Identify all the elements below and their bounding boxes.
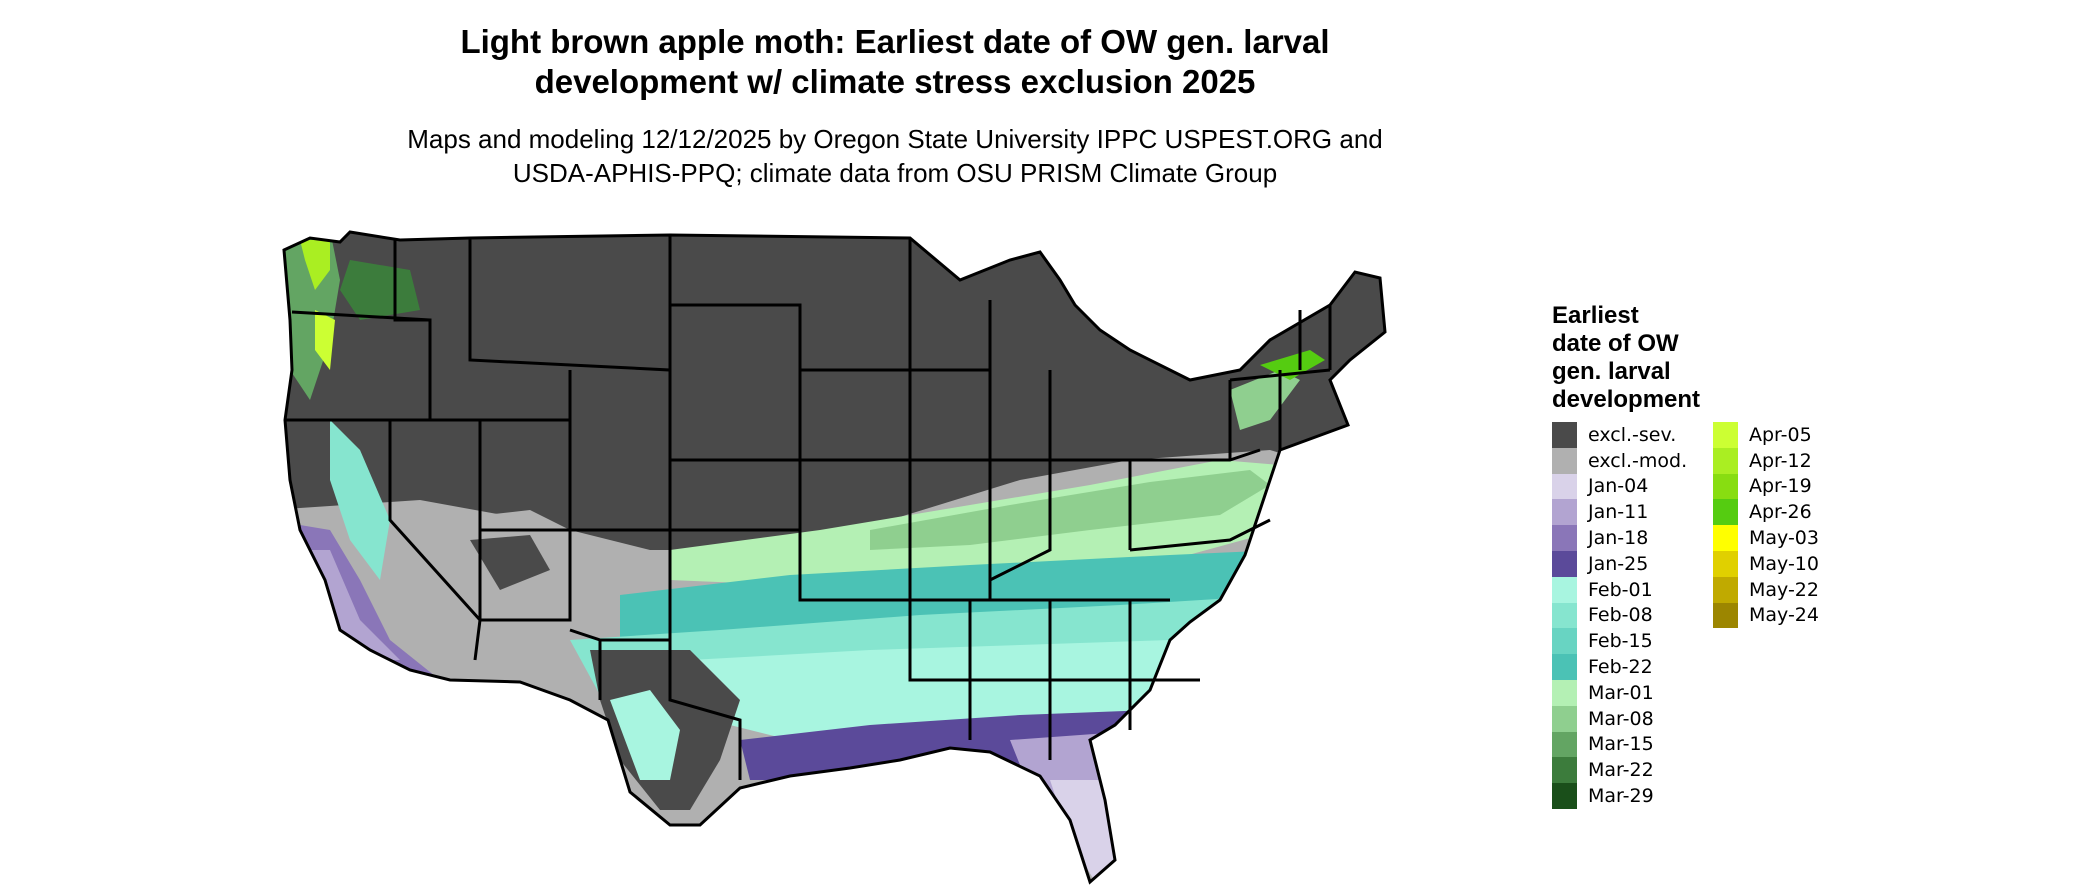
map-fill	[284, 232, 1385, 882]
legend-column-2: Apr-05 Apr-12 Apr-19 Apr-26 May-03 May-10 May-…	[1713, 422, 1819, 629]
legend-label: excl.-sev.	[1588, 423, 1677, 446]
us-map	[282, 230, 1387, 885]
legend-swatch	[1552, 473, 1577, 500]
legend-swatch	[1552, 731, 1577, 758]
legend-item: May-24	[1713, 602, 1819, 629]
legend-label: Jan-04	[1588, 475, 1649, 498]
legend-column-1: excl.-sev. excl.-mod. Jan-04 Jan-11 Jan-18 Ja…	[1552, 422, 1687, 809]
legend-label: Apr-12	[1749, 449, 1812, 472]
legend-label: Mar-29	[1588, 785, 1654, 808]
legend-item: Mar-29	[1552, 783, 1687, 809]
legend-label: Mar-08	[1588, 707, 1654, 730]
legend-swatch	[1552, 654, 1577, 680]
legend-swatch	[1552, 499, 1577, 526]
legend-item: May-22	[1713, 576, 1819, 603]
legend-item: excl.-sev.	[1552, 422, 1687, 448]
legend-label: May-24	[1749, 604, 1819, 627]
legend-item: Jan-11	[1552, 499, 1687, 526]
legend-swatch	[1713, 422, 1738, 448]
legend-swatch	[1552, 757, 1577, 784]
legend-item: Apr-12	[1713, 447, 1819, 474]
legend-label: May-03	[1749, 527, 1819, 550]
legend-label: Jan-18	[1588, 527, 1649, 550]
legend-item: Jan-04	[1552, 473, 1687, 500]
legend-title-line: date of OW	[1552, 330, 1679, 357]
legend-label: Mar-15	[1588, 733, 1654, 756]
subtitle-line-1: Maps and modeling 12/12/2025 by Oregon S…	[407, 124, 1383, 154]
legend-item: Jan-25	[1552, 550, 1687, 577]
legend-item: Mar-08	[1552, 705, 1687, 732]
legend-swatch	[1552, 550, 1577, 577]
legend-item: Apr-19	[1713, 473, 1819, 500]
legend-swatch	[1713, 447, 1738, 474]
legend-item: Jan-18	[1552, 525, 1687, 551]
legend-swatch	[1552, 576, 1577, 603]
legend-item: Mar-22	[1552, 757, 1687, 784]
legend-swatch	[1713, 499, 1738, 526]
legend-swatch	[1552, 783, 1577, 809]
legend-label: Mar-22	[1588, 759, 1654, 782]
legend-item: Mar-15	[1552, 731, 1687, 758]
legend-item: May-10	[1713, 550, 1819, 577]
legend-item: Feb-22	[1552, 654, 1687, 680]
legend-label: May-22	[1749, 578, 1819, 601]
legend-item: May-03	[1713, 525, 1819, 551]
legend-title-line: Earliest	[1552, 302, 1639, 329]
legend-swatch	[1552, 525, 1577, 551]
legend-swatch	[1713, 576, 1738, 603]
state-borders	[282, 230, 1387, 885]
legend-item: Apr-05	[1713, 422, 1819, 448]
legend-label: Mar-01	[1588, 681, 1654, 704]
legend-label: Apr-19	[1749, 475, 1812, 498]
legend-label: excl.-mod.	[1588, 449, 1688, 472]
legend-title-line: development	[1552, 386, 1701, 413]
legend-label: May-10	[1749, 552, 1819, 575]
title-line-2: development w/ climate stress exclusion …	[534, 63, 1256, 100]
legend-item: Apr-26	[1713, 499, 1819, 526]
legend-item: Feb-15	[1552, 628, 1687, 655]
legend-item: Mar-01	[1552, 679, 1687, 706]
legend-item: Feb-01	[1552, 576, 1687, 603]
map-subtitle: Maps and modeling 12/12/2025 by Oregon S…	[330, 122, 1460, 190]
legend-swatch	[1713, 602, 1738, 629]
legend-swatch	[1552, 705, 1577, 732]
legend-swatch	[1552, 679, 1577, 706]
title-line-1: Light brown apple moth: Earliest date of…	[460, 23, 1330, 60]
legend-title-line: gen. larval	[1552, 358, 1671, 385]
legend-title: Earliest date of OW gen. larval developm…	[1552, 302, 1752, 414]
legend-label: Feb-08	[1588, 604, 1653, 627]
legend-label: Feb-22	[1588, 656, 1653, 679]
legend-swatch	[1552, 628, 1577, 655]
subtitle-line-2: USDA-APHIS-PPQ; climate data from OSU PR…	[512, 158, 1278, 188]
legend-swatch	[1552, 422, 1577, 448]
legend-swatch	[1713, 550, 1738, 577]
legend-label: Feb-01	[1588, 578, 1653, 601]
legend-label: Apr-26	[1749, 501, 1812, 524]
legend-swatch	[1713, 473, 1738, 500]
legend-swatch	[1713, 525, 1738, 551]
legend-item: excl.-mod.	[1552, 447, 1688, 474]
legend-label: Apr-05	[1749, 423, 1812, 446]
legend-label: Jan-25	[1588, 552, 1649, 575]
legend-label: Feb-15	[1588, 630, 1653, 653]
legend-label: Jan-11	[1588, 501, 1649, 524]
map-title: Light brown apple moth: Earliest date of…	[330, 22, 1460, 102]
legend-swatch	[1552, 447, 1577, 474]
legend-swatch	[1552, 602, 1577, 629]
legend-item: Feb-08	[1552, 602, 1687, 629]
